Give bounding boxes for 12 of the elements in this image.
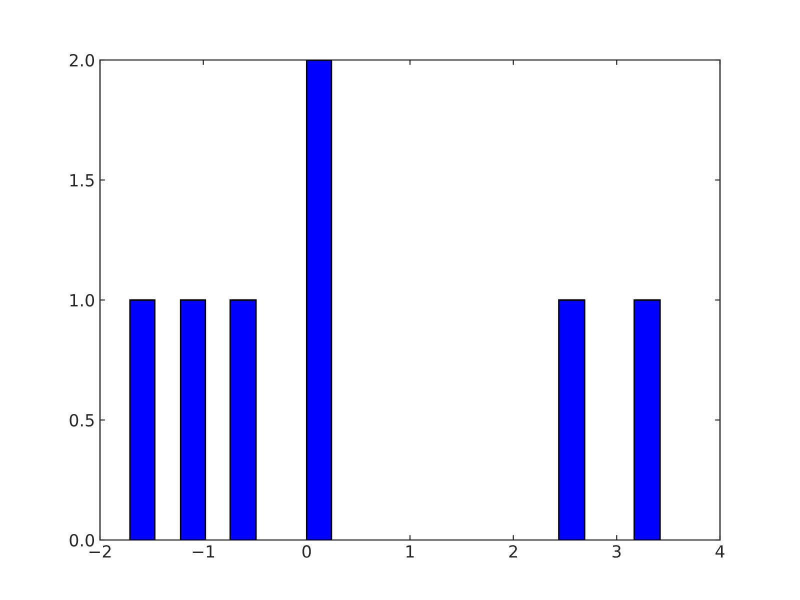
x-tick-label: −2 bbox=[89, 545, 111, 558]
y-tick-label: 1.5 bbox=[70, 174, 94, 187]
x-tick-label: 4 bbox=[716, 545, 724, 558]
y-tick-label: 0.0 bbox=[70, 534, 94, 547]
x-tick-label: 1 bbox=[406, 545, 414, 558]
y-tick-label: 1.0 bbox=[70, 294, 94, 307]
x-tick-label: 0 bbox=[302, 545, 311, 558]
y-tick-label: 0.5 bbox=[70, 414, 94, 427]
x-tick-label: 2 bbox=[509, 545, 517, 558]
y-tick-label: 2.0 bbox=[70, 54, 94, 67]
x-tick-label: 3 bbox=[612, 545, 621, 558]
x-tick-label: −1 bbox=[192, 545, 214, 558]
